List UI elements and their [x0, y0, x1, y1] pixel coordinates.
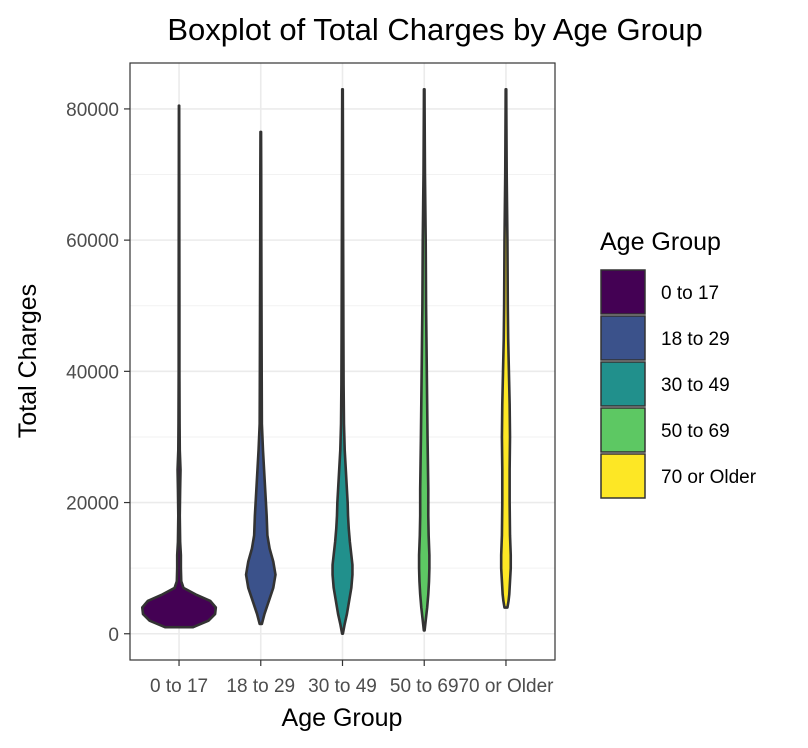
y-tick-label: 60000 — [66, 231, 119, 252]
violin-3 — [331, 87, 354, 636]
y-tick-label: 40000 — [66, 362, 119, 383]
x-tick-label: 0 to 17 — [150, 676, 208, 697]
legend-swatch — [600, 361, 646, 407]
legend-label: 0 to 17 — [661, 283, 719, 304]
legend-swatch — [600, 407, 646, 453]
x-tick-label: 70 or Older — [458, 676, 554, 697]
y-tick-label: 80000 — [66, 100, 119, 121]
violin-1 — [140, 104, 218, 629]
legend-label: 18 to 29 — [661, 329, 730, 350]
y-tick-label: 0 — [108, 625, 119, 646]
legend-swatch — [600, 269, 646, 315]
x-tick-label: 50 to 69 — [390, 676, 459, 697]
legend-swatch — [600, 453, 646, 499]
legend-swatch — [600, 315, 646, 361]
x-axis: 0 to 17 18 to 29 30 to 49 50 to 69 70 or Old… — [150, 660, 554, 697]
legend: Age Group 0 to 17 18 to 29 30 to 49 50 to 6… — [600, 228, 757, 499]
legend-label: 30 to 49 — [661, 375, 730, 396]
plot-panel — [129, 62, 556, 661]
y-axis-title: Total Charges — [14, 284, 42, 438]
violins — [140, 87, 513, 636]
violin-2 — [244, 130, 277, 626]
legend-label: 70 or Older — [661, 467, 757, 488]
violin-4 — [417, 87, 431, 632]
chart-title: Boxplot of Total Charges by Age Group — [167, 12, 702, 47]
x-axis-title: Age Group — [282, 704, 403, 732]
legend-items: 0 to 17 18 to 29 30 to 49 50 to 69 70 or Old… — [600, 269, 757, 499]
y-tick-label: 20000 — [66, 494, 119, 515]
x-tick-label: 18 to 29 — [226, 676, 295, 697]
legend-label: 50 to 69 — [661, 421, 730, 442]
x-tick-label: 30 to 49 — [308, 676, 377, 697]
legend-title: Age Group — [600, 228, 721, 256]
y-axis: 0 20000 40000 60000 80000 — [66, 100, 130, 646]
violin-5 — [499, 87, 513, 609]
